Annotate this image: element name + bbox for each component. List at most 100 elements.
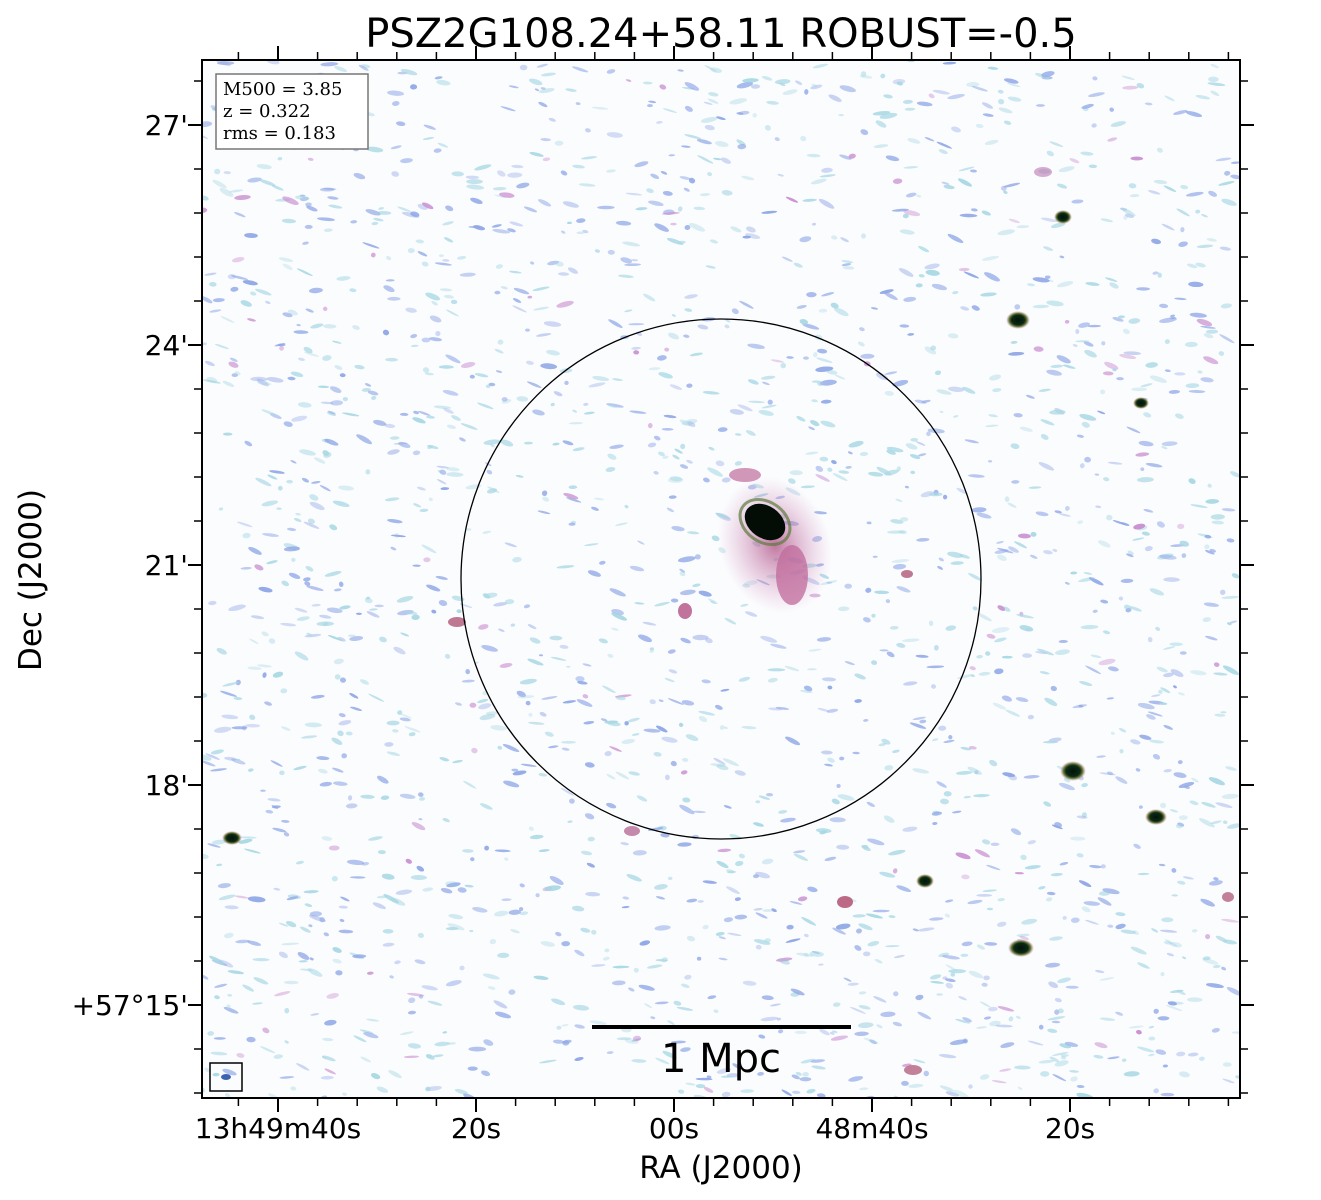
noise-speck [594, 497, 604, 501]
noise-speck [1205, 934, 1211, 940]
noise-speck [1143, 508, 1154, 513]
noise-speck [1208, 777, 1225, 786]
noise-speck [412, 417, 426, 424]
noise-speck [1206, 238, 1217, 242]
noise-speck [261, 500, 279, 507]
noise-speck [609, 444, 624, 449]
noise-speck [686, 935, 696, 942]
noise-speck [541, 72, 556, 77]
noise-speck [837, 794, 855, 801]
noise-speck [516, 690, 526, 698]
noise-speck [1213, 662, 1220, 667]
noise-speck [328, 845, 340, 851]
noise-speck [512, 305, 527, 313]
noise-speck [624, 309, 633, 313]
noise-speck [541, 696, 558, 700]
noise-speck [426, 415, 435, 419]
noise-speck [525, 328, 530, 332]
noise-speck [677, 556, 696, 563]
noise-speck [594, 249, 600, 253]
noise-speck [606, 69, 616, 74]
noise-speck [245, 723, 261, 728]
noise-speck [901, 1080, 909, 1086]
scale-bar: 1 Mpc [592, 1025, 851, 1082]
noise-speck [767, 677, 778, 683]
noise-speck [536, 333, 552, 337]
point-source [222, 831, 242, 845]
noise-speck [349, 693, 359, 699]
point-source [1145, 809, 1167, 825]
noise-speck [654, 223, 669, 232]
noise-speck [1174, 297, 1187, 300]
noise-speck [1181, 553, 1187, 558]
noise-speck [394, 960, 401, 965]
noise-speck [1151, 238, 1162, 245]
noise-speck [1131, 387, 1148, 392]
noise-speck [989, 759, 998, 767]
noise-speck [939, 410, 944, 414]
noise-speck [471, 747, 478, 754]
noise-speck [345, 803, 358, 809]
noise-speck [393, 646, 406, 655]
noise-speck [936, 781, 947, 788]
noise-speck [361, 862, 370, 866]
noise-speck [304, 351, 320, 357]
noise-speck [412, 450, 421, 456]
noise-speck [303, 346, 313, 354]
noise-speck [435, 575, 448, 580]
noise-speck [1161, 441, 1178, 447]
noise-speck [723, 726, 728, 730]
noise-speck [542, 496, 550, 502]
noise-speck [582, 229, 589, 234]
noise-speck [919, 719, 927, 724]
noise-speck [971, 85, 988, 92]
noise-speck [866, 801, 875, 807]
noise-speck [1076, 1084, 1085, 1089]
noise-speck [257, 664, 272, 668]
noise-speck [761, 858, 774, 865]
noise-speck [368, 693, 385, 702]
noise-speck [1104, 361, 1119, 370]
noise-speck [567, 221, 572, 225]
noise-speck [702, 391, 720, 395]
noise-speck [459, 272, 476, 277]
noise-speck [1019, 426, 1033, 432]
noise-speck [322, 355, 332, 361]
noise-speck [311, 603, 321, 607]
noise-speck [698, 710, 715, 716]
noise-speck [815, 474, 830, 482]
noise-speck [1097, 410, 1106, 415]
noise-speck [1041, 217, 1058, 223]
noise-speck [1118, 315, 1125, 319]
noise-speck [873, 144, 889, 149]
noise-speck [625, 79, 632, 82]
noise-speck [1130, 739, 1141, 745]
noise-speck [857, 1022, 874, 1029]
noise-speck [244, 848, 261, 854]
noise-speck [1156, 666, 1168, 673]
noise-speck [795, 80, 803, 85]
noise-speck [1212, 964, 1221, 969]
noise-speck [997, 554, 1007, 561]
noise-speck [373, 217, 384, 222]
noise-speck [294, 607, 308, 613]
noise-speck [1223, 820, 1228, 824]
noise-speck [1136, 287, 1150, 291]
noise-speck [1138, 805, 1143, 809]
noise-speck [440, 888, 453, 894]
noise-speck [400, 632, 410, 637]
noise-speck [883, 94, 893, 99]
noise-speck [1032, 304, 1050, 309]
noise-speck [240, 836, 257, 839]
noise-speck [892, 178, 903, 184]
noise-speck [816, 637, 832, 642]
noise-speck [1178, 815, 1188, 821]
noise-speck [841, 260, 854, 264]
noise-speck [1046, 300, 1064, 307]
noise-speck [885, 945, 900, 948]
noise-speck [706, 1075, 712, 1079]
noise-speck [342, 1092, 347, 1096]
noise-speck [784, 665, 800, 672]
noise-speck [1051, 1020, 1061, 1024]
noise-speck [643, 728, 661, 733]
